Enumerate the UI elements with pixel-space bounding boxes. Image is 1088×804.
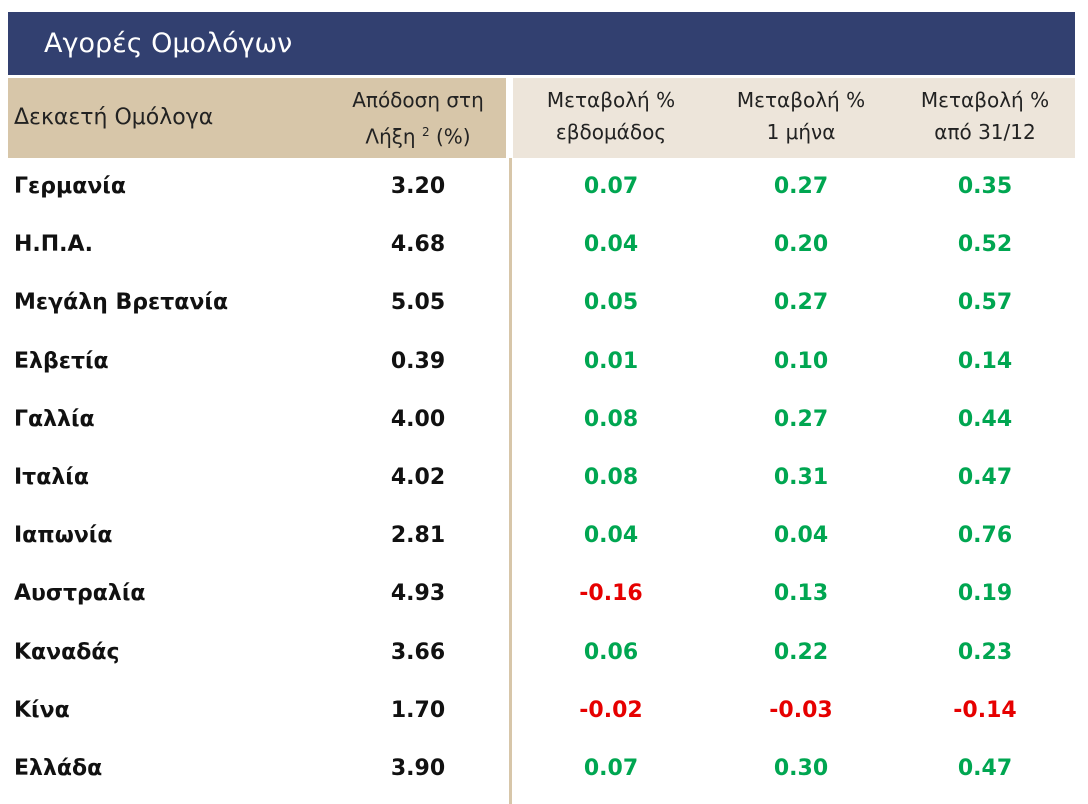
value-cell: 0.76 [957,523,1013,549]
value-cell: -0.16 [579,581,643,607]
value-cell: 0.23 [957,639,1013,665]
value-cell: 3.20 [390,174,446,199]
value-cell: 0.04 [773,523,829,549]
header-line: εβδομάδος [555,120,667,144]
value-cell: 0.08 [583,406,639,432]
value-cell: 0.31 [773,465,829,490]
title: Αγορές Ομολόγων [44,28,293,59]
row-label: Ελλάδα [14,756,103,781]
value-cell: 0.47 [957,756,1013,781]
value-cell: 0.44 [957,406,1013,432]
row-label: Ιταλία [14,465,89,490]
row-label: Μεγάλη Βρετανία [14,290,229,316]
value-cell: 0.30 [773,756,829,781]
value-cell: 0.08 [583,465,639,490]
header-background [513,78,1075,158]
row-label: Καναδάς [14,639,120,665]
value-cell: 1.70 [390,697,446,723]
header-yield: Απόδοση στη Λήξη 2 (%) [318,84,518,153]
header-line: Μεταβολή % [546,88,676,112]
value-cell: 0.20 [773,232,829,258]
row-label: Η.Π.Α. [14,232,93,258]
value-cell: 0.52 [957,232,1013,258]
header-line: 1 μήνα [766,120,836,144]
value-cell: 0.04 [583,232,639,258]
value-cell: 0.07 [583,756,639,781]
value-cell: -0.14 [953,697,1017,723]
value-cell: -0.02 [579,697,643,723]
value-cell: 0.14 [957,348,1013,374]
header-background [8,78,506,158]
row-label: Αυστραλία [14,581,146,607]
value-cell: 0.01 [583,348,639,374]
value-cell: 0.22 [773,639,829,665]
header-text: (%) [435,124,471,149]
row-label: Γαλλία [14,406,95,432]
value-cell: 0.27 [773,406,829,432]
value-cell: 0.27 [773,174,829,199]
row-label: Κίνα [14,697,70,723]
value-cell: 4.02 [390,465,446,490]
value-cell: 0.35 [957,174,1013,199]
header-line: Απόδοση στη [352,88,484,112]
header-label: Δεκαετή Ομόλογα [14,105,214,130]
value-cell: 4.00 [390,406,446,432]
superscript: 2 [421,125,430,139]
row-label: Ελβετία [14,348,109,374]
header-text: Λήξη [365,124,416,149]
value-cell: 3.66 [390,639,446,665]
header-line: από 31/12 [934,120,1036,144]
value-cell: 0.27 [773,290,829,316]
header-line: Μεταβολή % [920,88,1050,112]
value-cell: 0.04 [583,523,639,549]
value-cell: 0.07 [583,174,639,199]
value-cell: 0.39 [390,348,446,374]
column-divider [509,158,512,804]
value-cell: 0.06 [583,639,639,665]
value-cell: 4.68 [390,232,446,258]
value-cell: 5.05 [390,290,446,316]
value-cell: -0.03 [769,697,833,723]
row-label: Γερμανία [14,174,126,199]
header-line: Λήξη 2 (%) [318,116,518,153]
value-cell: 0.10 [773,348,829,374]
row-label: Ιαπωνία [14,523,113,549]
title-bar [8,12,1075,75]
value-cell: 0.19 [957,581,1013,607]
value-cell: 0.05 [583,290,639,316]
header-line: Μεταβολή % [736,88,866,112]
value-cell: 2.81 [390,523,446,549]
value-cell: 0.47 [957,465,1013,490]
value-cell: 0.57 [957,290,1013,316]
value-cell: 3.90 [390,756,446,781]
value-cell: 0.13 [773,581,829,607]
value-cell: 4.93 [390,581,446,607]
